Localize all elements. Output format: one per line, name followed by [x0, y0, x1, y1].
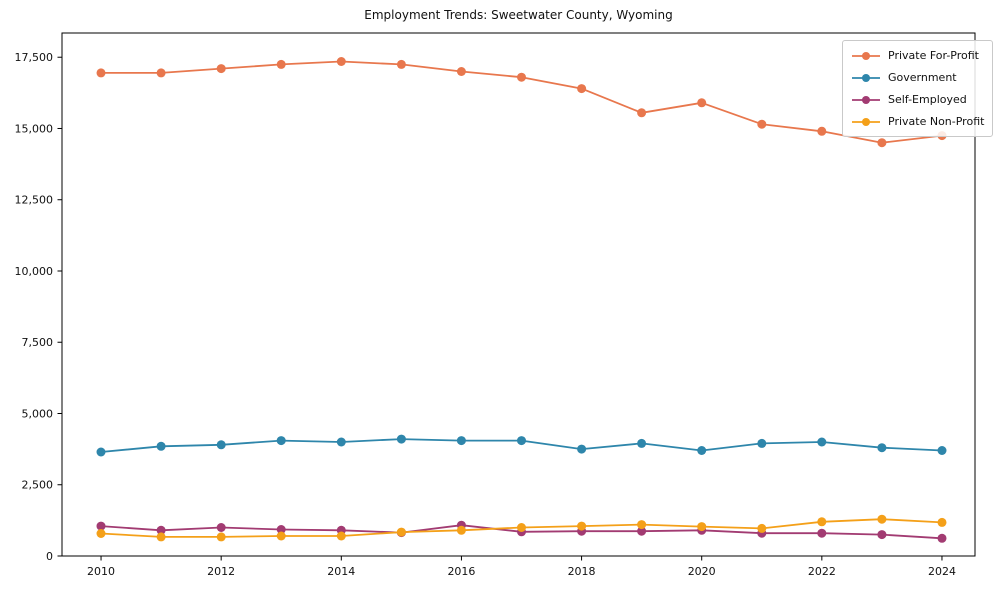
- data-point: [577, 521, 587, 531]
- data-point: [817, 126, 827, 136]
- legend-item: Private For-Profit: [851, 46, 984, 65]
- data-point: [216, 532, 226, 542]
- data-point: [817, 528, 827, 538]
- data-point: [96, 447, 106, 457]
- y-tick-label: 5,000: [22, 407, 54, 420]
- data-point: [96, 68, 106, 78]
- legend-label: Self-Employed: [888, 93, 967, 106]
- data-point: [637, 526, 647, 536]
- data-point: [276, 525, 286, 534]
- data-point: [877, 138, 887, 148]
- data-point: [456, 436, 466, 446]
- legend: Private For-Profit Government Self-Employe…: [842, 40, 994, 137]
- legend-item: Self-Employed: [851, 90, 984, 109]
- chart-title: Employment Trends: Sweetwater County, Wy…: [364, 8, 673, 22]
- data-point: [456, 67, 466, 76]
- data-point: [276, 436, 286, 446]
- legend-label: Private Non-Profit: [888, 115, 985, 128]
- data-point: [697, 446, 707, 455]
- data-point: [96, 521, 106, 531]
- y-tick-label: 15,000: [15, 122, 54, 135]
- data-point: [156, 525, 166, 535]
- x-tick-label: 2018: [568, 565, 596, 578]
- data-point: [156, 68, 166, 78]
- y-tick-label: 2,500: [22, 479, 54, 492]
- data-point: [817, 437, 827, 447]
- data-point: [697, 98, 707, 108]
- legend-line-marker-swatch: [852, 117, 880, 126]
- legend-line-marker-swatch: [852, 73, 880, 82]
- x-tick-label: 2024: [928, 565, 956, 578]
- y-tick-label: 0: [46, 550, 53, 563]
- legend-line-marker-swatch: [852, 95, 880, 104]
- y-tick-label: 7,500: [22, 336, 54, 349]
- data-point: [697, 522, 707, 532]
- x-tick-label: 2016: [447, 565, 475, 578]
- data-point: [817, 517, 827, 527]
- data-point: [156, 441, 166, 451]
- legend-label: Private For-Profit: [888, 49, 979, 62]
- data-point: [937, 446, 947, 455]
- data-point: [276, 59, 286, 69]
- legend-label: Government: [888, 71, 957, 84]
- data-point: [637, 108, 647, 118]
- plot-frame: [61, 32, 976, 557]
- data-point: [456, 525, 466, 535]
- data-point: [156, 532, 166, 542]
- data-point: [877, 443, 887, 453]
- data-point: [517, 436, 526, 446]
- x-tick-label: 2010: [87, 565, 115, 578]
- x-tick-label: 2022: [808, 565, 836, 578]
- data-point: [396, 59, 406, 69]
- y-tick-label: 17,500: [15, 51, 54, 64]
- data-point: [637, 520, 647, 530]
- data-point: [396, 434, 406, 444]
- y-tick-label: 12,500: [15, 194, 54, 207]
- data-point: [336, 57, 346, 66]
- data-point: [757, 438, 767, 448]
- data-point: [517, 523, 526, 532]
- data-point: [336, 531, 346, 541]
- data-point: [577, 84, 587, 94]
- data-point: [757, 119, 767, 129]
- legend-item: Government: [851, 68, 984, 87]
- data-point: [517, 72, 526, 82]
- data-point: [937, 533, 947, 543]
- x-tick-label: 2012: [207, 565, 235, 578]
- data-point: [336, 437, 346, 447]
- y-tick-label: 10,000: [15, 265, 54, 278]
- data-point: [877, 530, 887, 540]
- data-point: [216, 64, 226, 74]
- data-point: [577, 444, 587, 454]
- legend-line-marker-swatch: [852, 51, 880, 60]
- data-point: [396, 527, 406, 537]
- data-point: [276, 531, 286, 541]
- data-point: [937, 517, 947, 527]
- x-tick-label: 2014: [327, 565, 355, 578]
- data-point: [216, 440, 226, 450]
- legend-item: Private Non-Profit: [851, 112, 984, 131]
- data-point: [96, 529, 106, 538]
- data-point: [637, 438, 647, 448]
- data-point: [216, 523, 226, 532]
- data-point: [757, 523, 767, 533]
- x-tick-label: 2020: [688, 565, 716, 578]
- data-point: [877, 514, 887, 524]
